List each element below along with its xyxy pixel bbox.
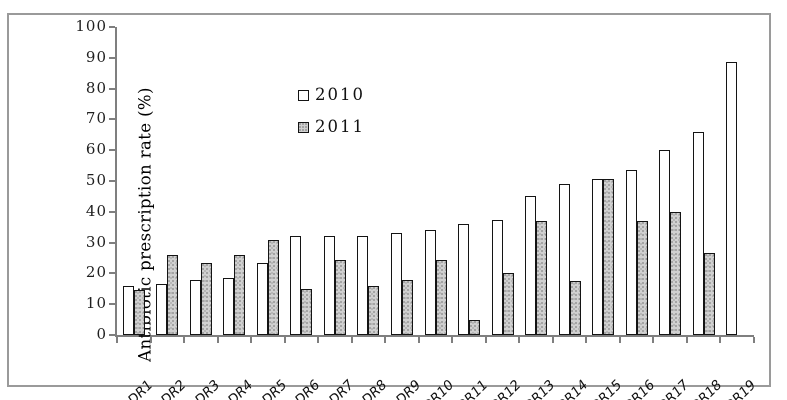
legend-swatch-2011 <box>298 121 309 133</box>
bar-2011-DR16 <box>636 221 648 335</box>
y-axis-tick <box>109 149 115 152</box>
y-axis-tick <box>109 26 115 28</box>
bar-2010-DR8 <box>357 236 369 335</box>
bar-2011-DR4 <box>234 254 246 335</box>
x-axis-tick <box>518 337 521 343</box>
y-axis-tick-label: 0 <box>96 325 107 343</box>
x-axis-tick <box>216 337 219 343</box>
bar-2011-DR9 <box>401 279 413 335</box>
bar-2011-DR8 <box>368 285 380 335</box>
x-axis-tick <box>350 337 353 343</box>
bar-2010-DR11 <box>458 224 470 335</box>
bar-2010-DR9 <box>390 233 402 335</box>
y-axis-tick-label: 40 <box>85 201 107 220</box>
y-axis-tick <box>109 334 115 336</box>
bar-2010-DR12 <box>491 219 503 335</box>
x-axis-tick <box>149 337 152 343</box>
bar-2010-DR2 <box>156 284 168 335</box>
bar-2010-DR16 <box>625 170 637 335</box>
bar-2010-DR5 <box>256 262 268 335</box>
y-axis-tick <box>109 272 115 275</box>
x-axis-tick <box>551 337 554 343</box>
bar-2011-DR1 <box>133 290 145 335</box>
x-axis-tick <box>451 337 454 343</box>
bar-2010-DR4 <box>223 278 235 335</box>
x-axis-tick <box>618 337 621 343</box>
y-axis-tick <box>109 56 115 59</box>
x-axis-tick <box>585 337 588 343</box>
bar-2011-DR18 <box>703 253 715 335</box>
y-axis-tick-label: 60 <box>85 140 107 159</box>
bar-2011-DR17 <box>670 211 682 335</box>
bar-2011-DR12 <box>502 273 514 335</box>
x-axis-tick <box>384 337 387 343</box>
y-axis-tick-label: 90 <box>85 47 107 66</box>
x-axis-tick <box>317 337 320 343</box>
x-axis-tick <box>283 337 286 343</box>
y-axis-tick-label: 20 <box>85 263 107 282</box>
legend-item-2010: 2010 <box>298 85 365 105</box>
bar-2011-DR15 <box>603 179 615 335</box>
y-axis-tick <box>109 241 115 244</box>
bar-2010-DR14 <box>558 184 570 335</box>
legend-item-2011: 2011 <box>298 117 365 137</box>
bar-2010-DR3 <box>189 279 201 335</box>
bar-2011-DR2 <box>167 254 179 335</box>
y-axis-tick-label: 30 <box>85 232 107 251</box>
bar-2010-DR1 <box>122 285 134 335</box>
plot-area: Antibiotic prescription rate (%) 2010 20… <box>75 19 759 400</box>
legend: 2010 2011 <box>298 85 365 149</box>
y-axis-tick-label: 80 <box>85 78 107 97</box>
bar-2010-DR10 <box>424 230 436 335</box>
legend-label-2010: 2010 <box>315 85 365 104</box>
x-axis-tick <box>652 337 655 343</box>
bar-2010-DR17 <box>659 150 671 335</box>
y-axis-tick-label: 10 <box>85 294 107 313</box>
x-axis-tick <box>417 337 420 343</box>
bar-2011-DR10 <box>435 259 447 335</box>
bar-2011-DR14 <box>569 281 581 335</box>
bar-2011-DR13 <box>536 221 548 335</box>
x-axis-tick <box>250 337 253 343</box>
bar-2011-DR7 <box>334 259 346 335</box>
x-axis-tick <box>685 337 688 343</box>
legend-label-2011: 2011 <box>315 117 365 136</box>
x-axis-tick <box>116 337 118 343</box>
y-axis-tick <box>109 303 115 306</box>
bar-2010-DR6 <box>290 236 302 335</box>
y-axis-tick <box>109 210 115 213</box>
x-axis-tick <box>484 337 487 343</box>
bar-2010-DR7 <box>323 236 335 335</box>
legend-swatch-2010 <box>298 89 309 101</box>
y-axis-tick-label: 50 <box>85 171 107 189</box>
x-axis-tick <box>719 337 722 343</box>
bar-2010-DR18 <box>692 131 704 335</box>
x-axis-tick <box>753 337 755 343</box>
bar-2010-DR15 <box>592 179 604 335</box>
bar-2011-DR3 <box>200 262 212 335</box>
y-axis-tick <box>109 118 115 121</box>
x-axis-tick <box>183 337 186 343</box>
bar-2010-DR19 <box>726 62 738 335</box>
bar-2011-DR11 <box>469 319 481 335</box>
y-axis-tick-label: 100 <box>75 17 107 35</box>
bar-2010-DR13 <box>525 196 537 335</box>
bar-2011-DR6 <box>301 288 313 335</box>
bar-2011-DR5 <box>267 239 279 335</box>
y-axis-tick <box>109 180 115 182</box>
y-axis-tick-label: 70 <box>85 109 107 128</box>
y-axis-tick <box>109 87 115 90</box>
